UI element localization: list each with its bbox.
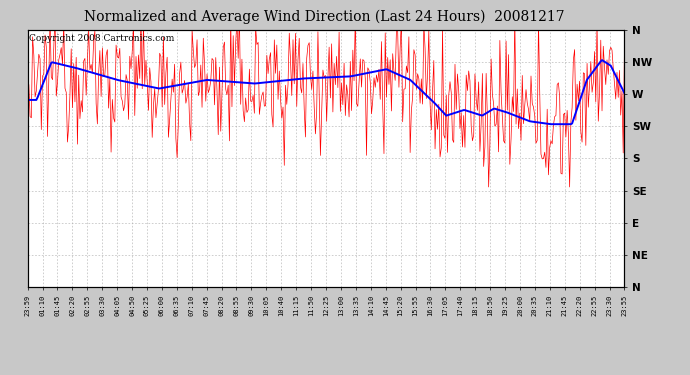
Text: Normalized and Average Wind Direction (Last 24 Hours)  20081217: Normalized and Average Wind Direction (L…	[84, 9, 564, 24]
Text: Copyright 2008 Cartronics.com: Copyright 2008 Cartronics.com	[29, 34, 174, 43]
